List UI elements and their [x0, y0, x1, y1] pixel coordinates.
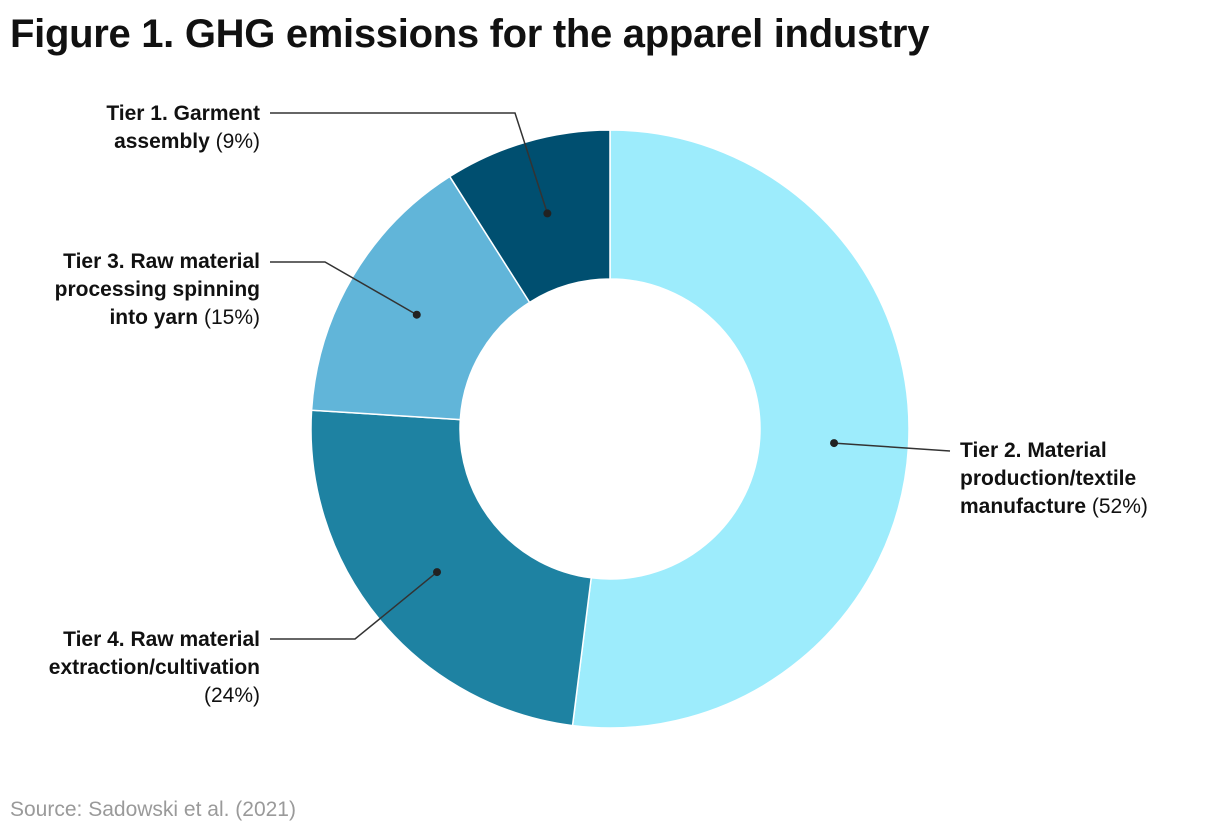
chart-title: Figure 1. GHG emissions for the apparel … [10, 12, 930, 56]
label-tier-2-name: Tier 2. Material production/textile manu… [960, 439, 1137, 518]
label-tier-4: Tier 4. Raw material extraction/cultivat… [10, 626, 260, 710]
label-tier-4-name: Tier 4. Raw material extraction/cultivat… [48, 628, 260, 679]
label-tier-3: Tier 3. Raw material processing spinning… [20, 248, 260, 332]
leader-dot-tier-4 [433, 568, 442, 577]
slice-tier-1 [448, 129, 611, 304]
slices-layer [310, 129, 910, 729]
label-tier-1: Tier 1. Garment assembly (9%) [20, 100, 260, 156]
leader-line-tier-1 [270, 112, 549, 214]
leader-lines-layer [270, 112, 951, 640]
leader-dot-tier-3 [412, 310, 421, 319]
label-tier-2-pct: (52%) [1091, 495, 1148, 518]
label-tier-1-name: Tier 1. Garment assembly [106, 102, 260, 153]
leader-dot-tier-2 [830, 439, 839, 448]
label-tier-4-pct: (24%) [203, 684, 260, 707]
label-tier-3-pct: (15%) [203, 306, 260, 329]
leader-line-tier-3 [270, 261, 418, 316]
label-tier-1-pct: (9%) [215, 130, 260, 153]
leader-line-tier-2 [834, 442, 951, 452]
leader-dot-tier-1 [543, 209, 552, 218]
slice-tier-3 [310, 175, 531, 421]
label-tier-2: Tier 2. Material production/textile manu… [960, 437, 1175, 521]
leader-line-tier-4 [270, 571, 438, 640]
slice-tier-2 [571, 129, 910, 729]
source-note: Source: Sadowski et al. (2021) [10, 798, 296, 821]
slice-tier-4 [310, 409, 593, 727]
label-tier-3-name: Tier 3. Raw material processing spinning… [54, 250, 260, 329]
